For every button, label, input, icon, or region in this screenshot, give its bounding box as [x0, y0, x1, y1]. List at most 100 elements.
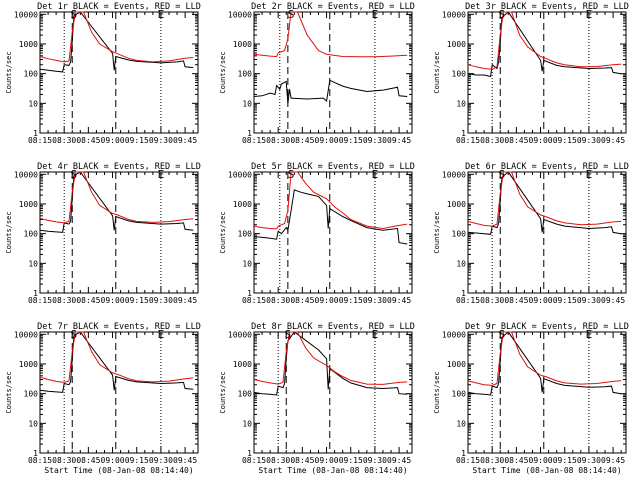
- panel-title: Det 2r BLACK = Events, RED = LLD: [251, 2, 415, 12]
- y-tick-label: 100: [452, 230, 467, 239]
- y-tick-label: 1: [247, 289, 252, 298]
- marker-e: E: [586, 8, 593, 21]
- series-lld-line: [467, 11, 622, 70]
- x-tick-label: 09:30: [577, 136, 601, 145]
- series-lld-line: [253, 11, 408, 58]
- series-events-line: [467, 331, 622, 396]
- y-tick-label: 1000: [233, 360, 252, 369]
- y-tick-label: 1: [33, 129, 38, 138]
- series-lld-line: [467, 331, 622, 386]
- x-tick-label: 09:45: [387, 456, 411, 465]
- y-tick-label: 1000: [19, 200, 38, 209]
- x-tick-label: 09:30: [149, 136, 173, 145]
- y-tick-label: 10000: [228, 10, 252, 19]
- marker-s: S: [288, 168, 295, 181]
- y-tick-label: 1000: [447, 360, 466, 369]
- marker-e: E: [372, 168, 379, 181]
- x-tick-label: 09:15: [339, 456, 363, 465]
- x-tick-label: 09:00: [101, 296, 125, 305]
- y-tick-label: 10000: [228, 170, 252, 179]
- x-tick-label: 09:30: [363, 136, 387, 145]
- x-tick-label: 08:15: [456, 136, 480, 145]
- x-tick-label: 08:15: [456, 296, 480, 305]
- x-tick-label: 08:15: [242, 456, 266, 465]
- x-tick-label: 09:00: [101, 456, 125, 465]
- series-events-line: [253, 331, 408, 396]
- marker-s: S: [71, 168, 78, 181]
- x-tick-label: 08:45: [290, 136, 314, 145]
- series-events-line: [39, 11, 194, 73]
- x-tick-label: 09:45: [173, 296, 197, 305]
- x-tick-label: 09:30: [577, 296, 601, 305]
- y-axis-label: Counts/sec: [433, 371, 441, 413]
- marker-s: S: [499, 328, 506, 341]
- x-tick-label: 08:45: [76, 456, 100, 465]
- y-tick-label: 10000: [442, 10, 466, 19]
- x-tick-label: 08:45: [290, 456, 314, 465]
- x-tick-label: 09:00: [315, 136, 339, 145]
- y-axis-label: Counts/sec: [5, 211, 13, 253]
- x-tick-label: 09:30: [149, 296, 173, 305]
- y-tick-label: 10: [456, 99, 466, 108]
- y-tick-label: 100: [24, 390, 39, 399]
- y-tick-label: 10: [28, 99, 38, 108]
- y-tick-label: 1: [461, 289, 466, 298]
- panel-title: Det 4r BLACK = Events, RED = LLD: [37, 162, 201, 172]
- x-tick-label: 09:45: [601, 136, 625, 145]
- y-tick-label: 1000: [19, 40, 38, 49]
- y-axis-label: Counts/sec: [219, 51, 227, 93]
- marker-s: S: [499, 8, 506, 21]
- x-tick-label: 09:45: [601, 296, 625, 305]
- marker-e: E: [586, 328, 593, 341]
- x-tick-label: 08:45: [76, 296, 100, 305]
- plot-frame: [39, 171, 199, 294]
- x-axis-label: Start Time (08-Jan-08 08:14:40): [258, 466, 407, 475]
- y-axis-label: Counts/sec: [433, 51, 441, 93]
- x-axis-label: Start Time (08-Jan-08 08:14:40): [44, 466, 193, 475]
- marker-e: E: [158, 328, 165, 341]
- x-tick-label: 09:45: [173, 136, 197, 145]
- x-tick-label: 08:45: [290, 296, 314, 305]
- series-events-line: [39, 171, 194, 233]
- x-tick-label: 09:15: [339, 296, 363, 305]
- y-tick-label: 10: [28, 419, 38, 428]
- x-tick-label: 08:30: [266, 456, 290, 465]
- x-tick-label: 09:30: [149, 456, 173, 465]
- y-tick-label: 10: [28, 259, 38, 268]
- x-tick-label: 09:15: [125, 136, 149, 145]
- x-tick-label: 08:30: [266, 136, 290, 145]
- y-tick-label: 1: [461, 449, 466, 458]
- x-tick-label: 09:00: [315, 296, 339, 305]
- x-tick-label: 08:15: [242, 296, 266, 305]
- y-tick-label: 100: [238, 390, 253, 399]
- x-tick-label: 09:30: [363, 456, 387, 465]
- x-tick-label: 09:30: [577, 456, 601, 465]
- y-tick-label: 1: [33, 289, 38, 298]
- x-tick-label: 09:15: [125, 456, 149, 465]
- y-tick-label: 10000: [14, 170, 38, 179]
- marker-e: E: [158, 8, 165, 21]
- y-tick-label: 10: [456, 259, 466, 268]
- y-tick-label: 1: [247, 449, 252, 458]
- y-tick-label: 10000: [14, 10, 38, 19]
- marker-e: E: [158, 168, 165, 181]
- x-tick-label: 08:15: [28, 136, 52, 145]
- x-axis-label: Start Time (08-Jan-08 08:14:40): [472, 466, 621, 475]
- y-tick-label: 10: [242, 259, 252, 268]
- x-tick-label: 09:15: [553, 296, 577, 305]
- y-tick-label: 10000: [228, 330, 252, 339]
- y-tick-label: 10000: [14, 330, 38, 339]
- marker-e: E: [586, 168, 593, 181]
- panel-title: Det 7r BLACK = Events, RED = LLD: [37, 322, 201, 332]
- marker-e: E: [372, 328, 379, 341]
- series-events-line: [467, 11, 622, 78]
- x-tick-label: 09:00: [529, 296, 553, 305]
- marker-s: S: [288, 8, 295, 21]
- x-tick-label: 08:15: [456, 456, 480, 465]
- y-axis-label: Counts/sec: [5, 371, 13, 413]
- y-tick-label: 1: [33, 449, 38, 458]
- series-lld-line: [39, 11, 194, 63]
- plot-frame: [253, 11, 413, 134]
- series-events-line: [467, 171, 622, 235]
- panel-title: Det 6r BLACK = Events, RED = LLD: [465, 162, 629, 172]
